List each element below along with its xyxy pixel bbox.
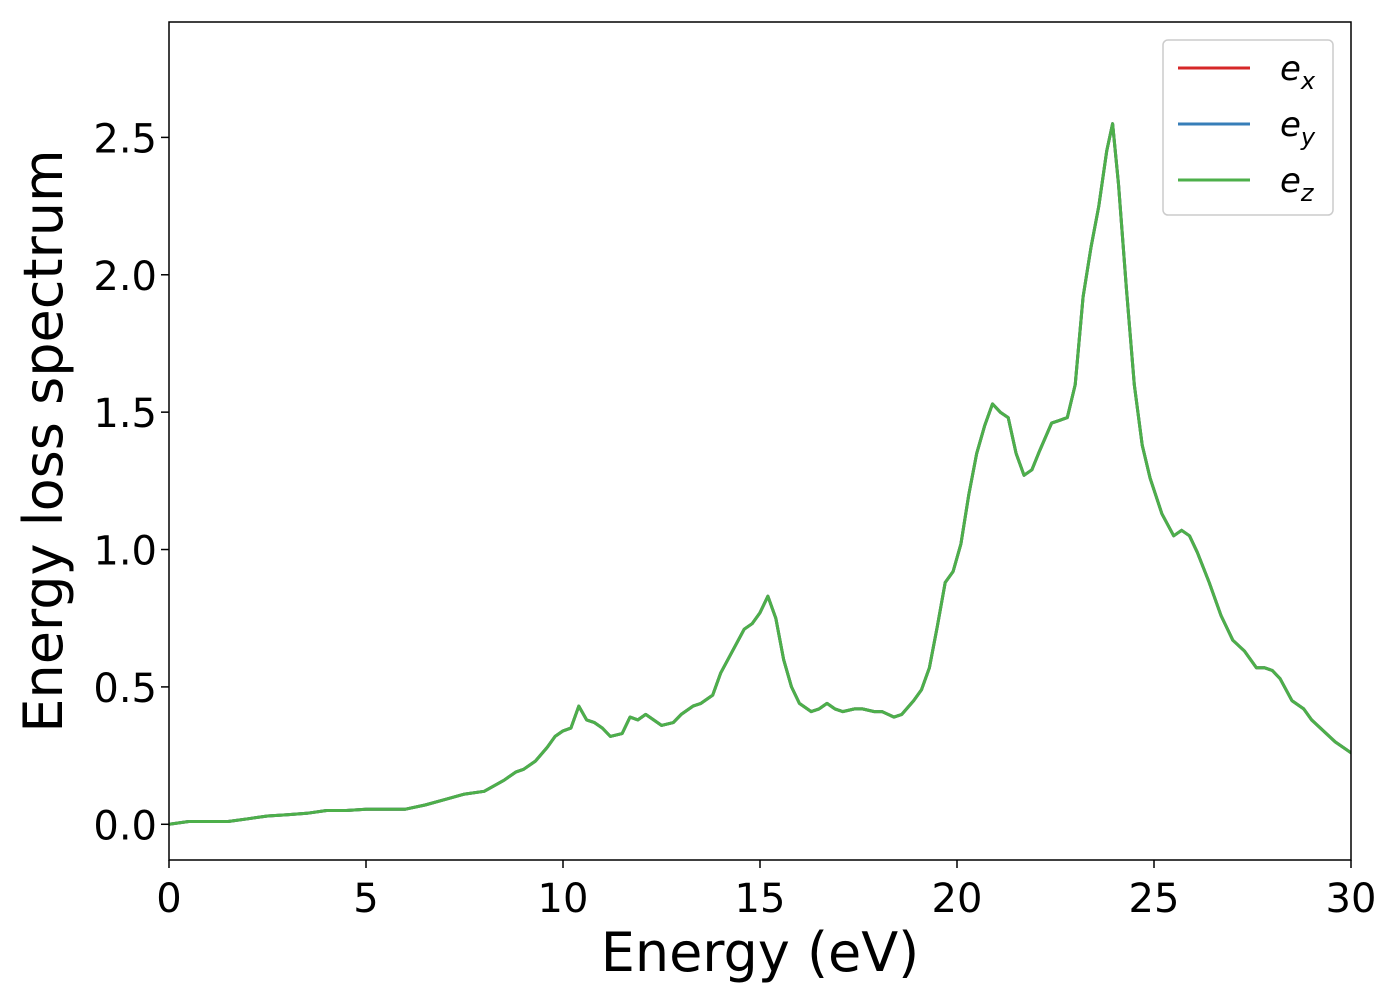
legend-label-2: ez: [1280, 161, 1315, 207]
series-layer: [169, 122, 1351, 826]
x-tick-label: 0: [156, 876, 181, 922]
x-tick-label: 30: [1326, 876, 1377, 922]
x-tick-label: 10: [538, 876, 589, 922]
legend-label-0: ex: [1280, 49, 1316, 95]
y-axis: 0.0 0.5 1.0 1.5 2.0 2.5: [93, 116, 169, 849]
x-axis: 0 5 10 15 20 25 30: [156, 860, 1376, 922]
y-axis-title: Energy loss spectrum: [12, 149, 75, 732]
x-tick-label: 20: [932, 876, 983, 922]
x-tick-label: 25: [1129, 876, 1180, 922]
y-tick-label: 1.5: [93, 391, 157, 437]
x-axis-title: Energy (eV): [601, 921, 920, 984]
series-line-2: [169, 122, 1351, 826]
x-tick-label: 5: [353, 876, 378, 922]
y-tick-label: 1.0: [93, 529, 157, 575]
y-tick-label: 0.0: [93, 803, 157, 849]
legend-label-1: ey: [1280, 105, 1316, 151]
y-tick-label: 2.0: [93, 254, 157, 300]
legend-box: [1162, 39, 1334, 216]
legend: ex ey ez: [1162, 39, 1334, 216]
y-tick-label: 2.5: [93, 116, 157, 162]
x-tick-label: 15: [735, 876, 786, 922]
y-tick-label: 0.5: [93, 666, 157, 712]
